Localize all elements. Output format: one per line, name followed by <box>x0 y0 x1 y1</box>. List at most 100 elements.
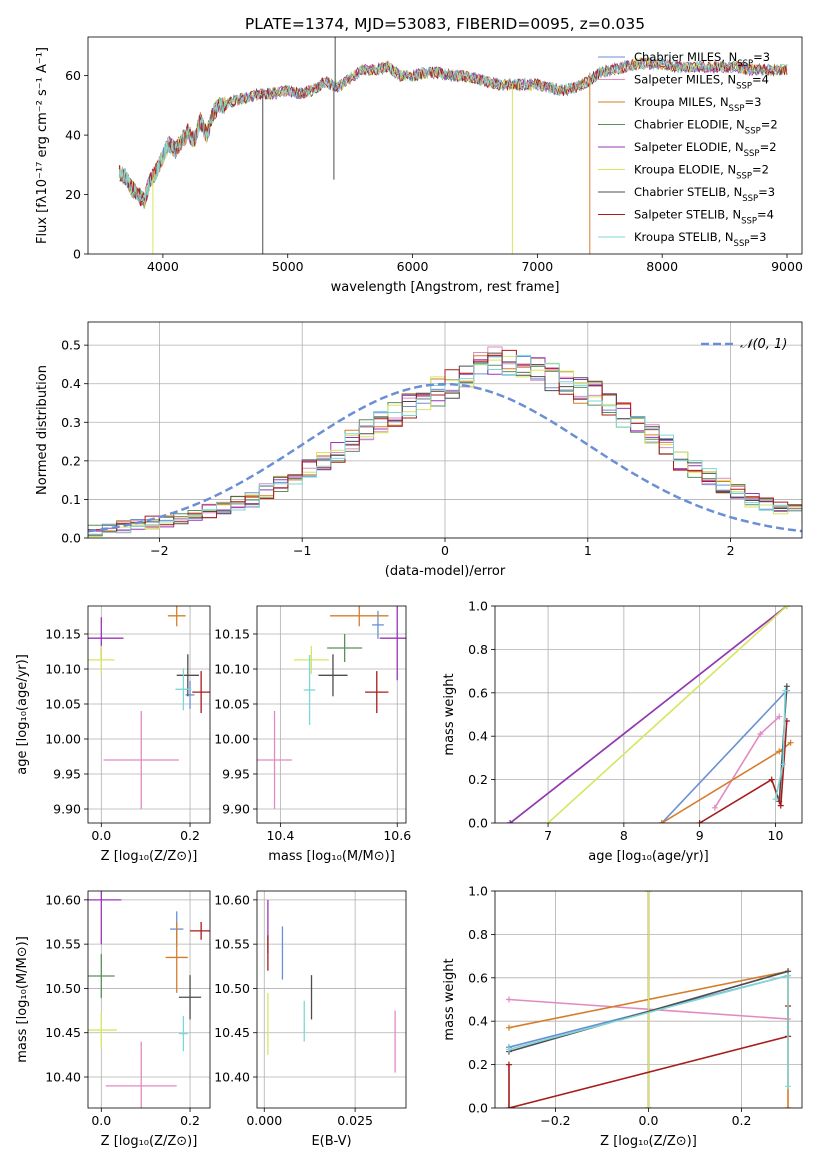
y-tick-label: 0.4 <box>468 1014 488 1029</box>
errorbar-point <box>105 1041 177 1108</box>
errorbar-point <box>318 654 348 697</box>
weight-marker <box>776 748 783 755</box>
weight-marker <box>785 1083 792 1090</box>
weight-marker <box>757 731 764 738</box>
x-tick-label: 0.0 <box>91 1113 111 1128</box>
errorbar-point <box>257 711 293 809</box>
panel-weight-vs-z: −0.2 0.0 0.2 0.0 0.2 0.4 0.6 0.8 1.0 Z [log₁₀(Z/Z… <box>442 884 803 1149</box>
weight-line <box>509 606 788 823</box>
x-axis-label: Z [log₁₀(Z/Z⊙)] <box>101 849 198 864</box>
axes-frame <box>87 890 211 1109</box>
x-axis-label: E(B-V) <box>311 1134 351 1149</box>
weight-marker <box>658 820 665 823</box>
plot-area <box>495 606 802 823</box>
x-axis-label: wavelength [Angstrom, rest frame] <box>331 280 560 295</box>
weight-marker <box>785 1105 792 1108</box>
errorbar-point <box>167 606 186 627</box>
y-tick-label: 0.4 <box>61 376 81 391</box>
normal-curve <box>88 382 802 533</box>
weight-marker <box>505 1061 512 1068</box>
errorbar-point <box>88 953 115 999</box>
errorbar-point <box>327 634 363 662</box>
weight-marker <box>645 891 652 894</box>
x-tick-label: 4000 <box>147 259 179 274</box>
y-tick-label: 0.6 <box>468 970 488 985</box>
weight-marker <box>785 972 792 979</box>
x-tick-label: 5000 <box>272 259 304 274</box>
y-tick-label: 0 <box>73 247 81 262</box>
y-tick-label: 9.95 <box>222 767 250 782</box>
weight-marker <box>783 683 790 690</box>
y-tick-label: 0.2 <box>468 1057 488 1072</box>
x-tick-label: 0.025 <box>337 1113 373 1128</box>
x-tick-label: 0.0 <box>91 828 111 843</box>
weight-series <box>772 687 789 803</box>
y-tick-label: 0.2 <box>468 772 488 787</box>
panel-residuals: −2 −1 0 1 2 0.0 0.1 0.2 0.3 0.4 0.5 (data-model)/er… <box>35 321 803 579</box>
legend-label: 𝒩(0, 1) <box>740 337 787 352</box>
y-tick-label: 60 <box>65 68 81 83</box>
panel-mass-vs-z: 0.0 0.2 10.40 10.45 10.50 10.55 10.60 Z [log₁₀(… <box>15 890 211 1149</box>
weight-marker <box>645 1105 652 1108</box>
weight-series <box>505 972 792 1090</box>
panel-age-vs-mass: 10.4 10.6 9.90 9.95 10.00 10.05 10.10 10.15 mass… <box>214 605 411 864</box>
y-tick-label: 10.00 <box>45 732 81 747</box>
errorbar-point <box>190 922 210 940</box>
errorbar-point <box>103 711 179 809</box>
errorbar-point <box>192 671 210 714</box>
x-tick-label: 8000 <box>646 259 678 274</box>
weight-marker <box>505 1024 512 1031</box>
y-tick-label: 1.0 <box>468 599 488 614</box>
x-tick-label: 0.2 <box>180 828 200 843</box>
weight-marker <box>768 776 775 783</box>
y-tick-label: 1.0 <box>468 884 488 899</box>
x-tick-label: 0.000 <box>246 1113 282 1128</box>
y-axis-label: mass [log₁₀(M/M⊙)] <box>15 936 30 1063</box>
x-tick-label: 9 <box>696 828 704 843</box>
plot-area <box>88 891 210 1108</box>
weight-marker <box>711 804 718 811</box>
weight-line <box>661 690 788 823</box>
weight-series <box>545 606 790 823</box>
y-tick-label: 10.60 <box>45 892 81 907</box>
weight-marker <box>545 820 552 823</box>
weight-series <box>711 713 783 811</box>
y-tick-label: 0.0 <box>468 1101 488 1116</box>
y-axis-label: age [log₁₀(age/yr)] <box>15 654 30 775</box>
errorbar-point <box>88 645 115 674</box>
errorbar-point <box>88 891 122 945</box>
y-tick-label: 0.1 <box>61 492 81 507</box>
y-axis-label: mass weight <box>442 958 457 1040</box>
weight-marker <box>505 996 512 1003</box>
weight-marker <box>772 796 779 803</box>
errorbar-point <box>379 606 406 681</box>
errorbar-point <box>178 1015 188 1052</box>
x-axis-label: Z [log₁₀(Z/Z⊙)] <box>101 1134 198 1149</box>
y-tick-label: 9.95 <box>53 767 81 782</box>
weight-marker <box>776 713 783 720</box>
y-tick-label: 0.0 <box>468 816 488 831</box>
axes-frame <box>494 605 803 824</box>
y-tick-label: 10.00 <box>214 732 250 747</box>
axes-frame <box>87 321 803 539</box>
figure-title: PLATE=1374, MJD=53083, FIBERID=0095, z=0… <box>245 15 645 33</box>
x-tick-label: 0.2 <box>732 1113 752 1128</box>
x-tick-label: 10.4 <box>266 828 294 843</box>
y-tick-label: 0.8 <box>468 642 488 657</box>
y-tick-label: 0.3 <box>61 415 81 430</box>
plot-area <box>495 891 802 1108</box>
x-tick-label: 0.2 <box>180 1113 200 1128</box>
weight-line <box>547 606 788 823</box>
x-axis-label: mass [log₁₀(M/M⊙)] <box>268 849 395 864</box>
weight-marker <box>777 802 784 809</box>
weight-marker <box>780 761 787 768</box>
y-tick-label: 10.10 <box>45 662 81 677</box>
y-tick-label: 0.0 <box>61 531 81 546</box>
errorbar-point <box>330 606 389 627</box>
y-axis-label: Flux [fλ10⁻¹⁷ erg cm⁻² s⁻¹ A⁻¹] <box>35 47 50 244</box>
plot-area <box>118 37 788 254</box>
y-axis-label: mass weight <box>442 673 457 755</box>
errorbar-point <box>293 645 329 674</box>
panel-age-vs-z: 0.0 0.2 9.90 9.95 10.00 10.05 10.10 10.15 Z [log… <box>15 605 211 864</box>
x-axis-label: Z [log₁₀(Z/Z⊙)] <box>600 1134 697 1149</box>
